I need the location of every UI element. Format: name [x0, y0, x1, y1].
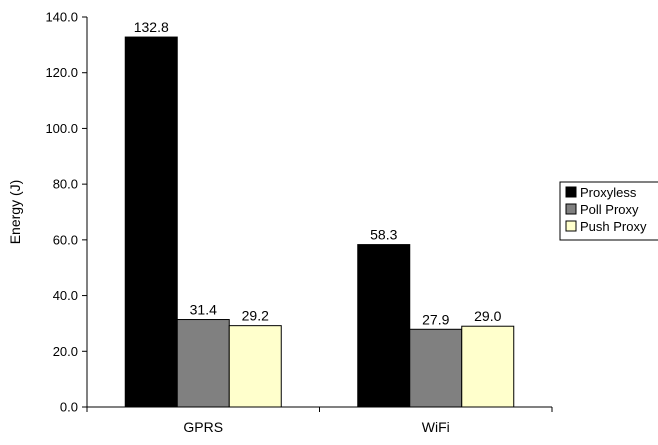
bar [176, 319, 230, 408]
x-category-label: GPRS [183, 419, 223, 435]
x-category-label: WiFi [422, 419, 450, 435]
bar [461, 325, 515, 408]
legend: Proxyless Poll Proxy Push Proxy [565, 185, 647, 234]
bar-data-label: 27.9 [422, 311, 449, 327]
bar-data-label: 29.0 [474, 308, 501, 324]
y-tick-label: 120.0 [45, 65, 78, 80]
bar-data-label: 58.3 [370, 227, 397, 243]
y-tick-label: 80.0 [53, 177, 78, 192]
bar [124, 36, 178, 408]
legend-label: Push Proxy [580, 219, 647, 234]
legend-label: Proxyless [580, 185, 637, 200]
x-axis-ticks: GPRS WiFi [86, 407, 553, 435]
y-tick-label: 20.0 [53, 344, 78, 359]
legend-swatch [565, 186, 577, 198]
bar-data-label: 31.4 [190, 302, 217, 318]
bar-series-group [124, 36, 515, 408]
bar [409, 328, 463, 408]
y-tick-label: 100.0 [45, 121, 78, 136]
bar [228, 325, 282, 408]
data-labels-group: 132.8 31.4 29.2 58.3 27.9 29.0 [134, 19, 502, 327]
y-axis-title: Energy (J) [7, 180, 23, 245]
y-axis-ticks: 0.0 20.0 40.0 60.0 80.0 100.0 120.0 140.0 [45, 10, 87, 415]
y-tick-label: 0.0 [60, 400, 78, 415]
bar [357, 244, 411, 408]
bar-data-label: 29.2 [242, 308, 269, 324]
legend-swatch [565, 220, 577, 232]
y-tick-label: 140.0 [45, 10, 78, 25]
legend-swatch [565, 203, 577, 215]
y-tick-label: 40.0 [53, 288, 78, 303]
y-tick-label: 60.0 [53, 232, 78, 247]
legend-label: Poll Proxy [580, 202, 639, 217]
bar-data-label: 132.8 [134, 19, 169, 35]
